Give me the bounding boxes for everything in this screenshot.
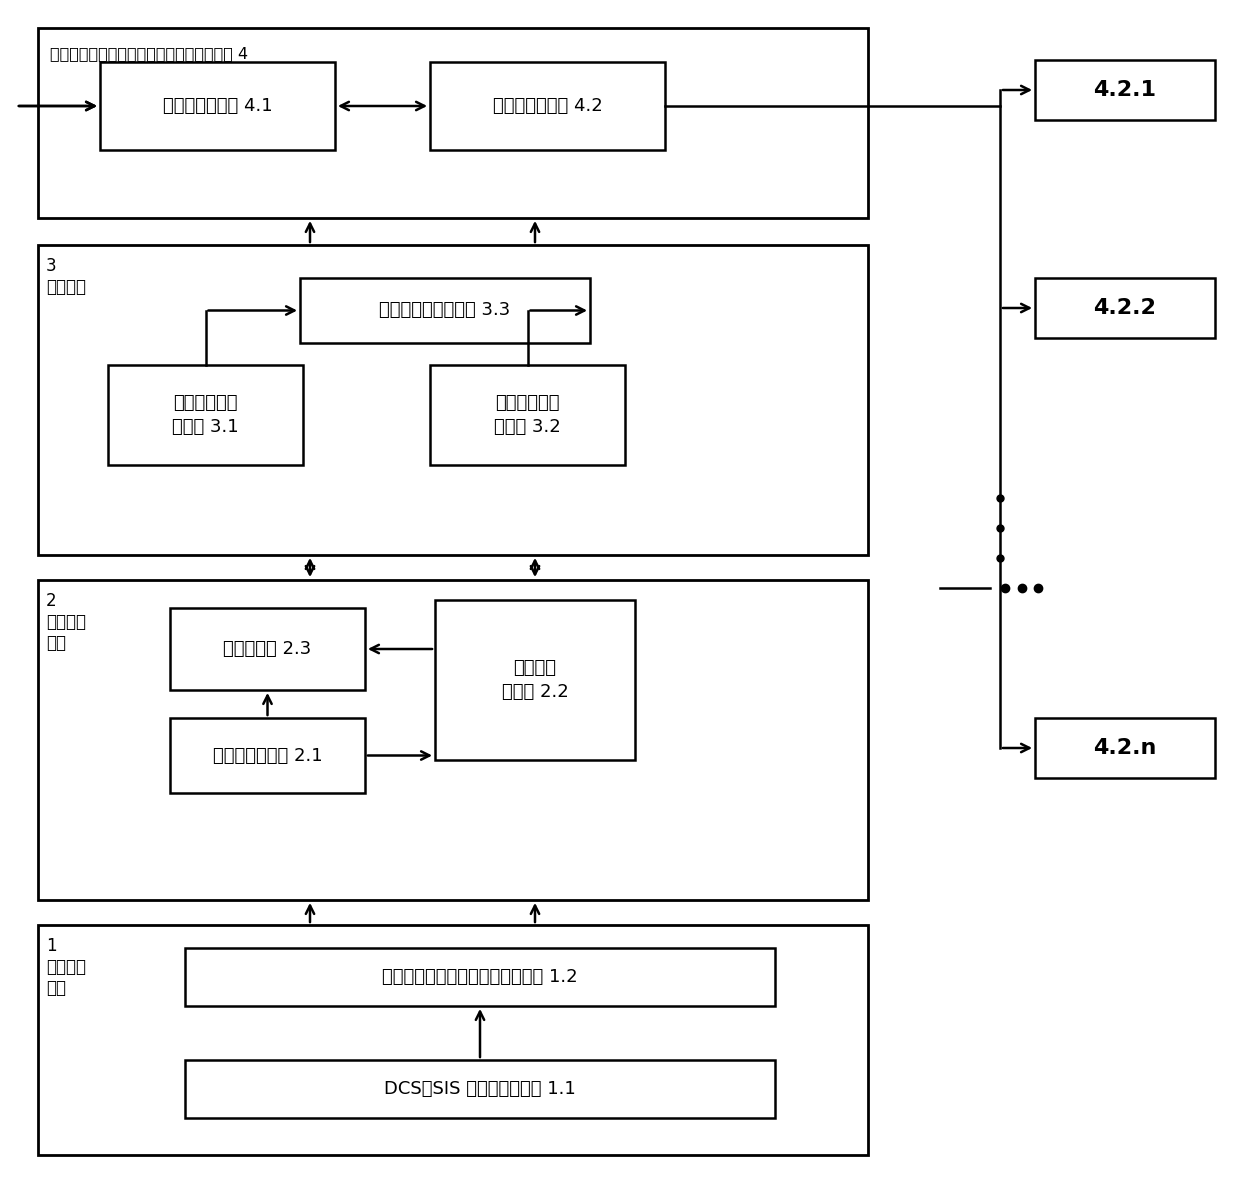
Bar — [430, 62, 665, 150]
Bar — [170, 718, 365, 793]
Text: 现场监控指示机 4.2: 现场监控指示机 4.2 — [492, 98, 603, 115]
Bar — [38, 925, 868, 1155]
Text: 锅炉热力系统
子模块 3.1: 锅炉热力系统 子模块 3.1 — [172, 394, 239, 436]
Bar — [300, 278, 590, 343]
Bar — [435, 600, 635, 760]
Bar — [1035, 60, 1215, 120]
Text: 数据筛选与处理、工况判断子模块 1.2: 数据筛选与处理、工况判断子模块 1.2 — [382, 967, 578, 987]
Text: 管道热力系统子模块 3.3: 管道热力系统子模块 3.3 — [379, 301, 511, 319]
Text: 3
计算模块: 3 计算模块 — [46, 257, 86, 296]
Text: DCS、SIS 数据采集子模块 1.1: DCS、SIS 数据采集子模块 1.1 — [384, 1081, 575, 1098]
Bar — [185, 948, 775, 1006]
Text: 汽轮机本
体子模 2.2: 汽轮机本 体子模 2.2 — [502, 659, 568, 701]
Text: 校核子模块 2.3: 校核子模块 2.3 — [223, 640, 311, 658]
Bar — [1035, 278, 1215, 338]
Bar — [38, 29, 868, 218]
Text: 汽轮发电机组
子模块 3.2: 汽轮发电机组 子模块 3.2 — [494, 394, 560, 436]
Bar — [108, 365, 303, 465]
Bar — [170, 608, 365, 690]
Bar — [430, 365, 625, 465]
Text: 4.2.2: 4.2.2 — [1094, 298, 1157, 318]
Text: 2
测算校核
模块: 2 测算校核 模块 — [46, 591, 86, 652]
Bar — [185, 1060, 775, 1117]
Bar — [1035, 718, 1215, 778]
Bar — [38, 580, 868, 900]
Bar — [38, 245, 868, 555]
Text: 数据管理服务器 4.1: 数据管理服务器 4.1 — [162, 98, 273, 115]
Text: 4.2.n: 4.2.n — [1094, 738, 1157, 758]
Text: 数据管理、现场监控外漏量及技经指标模块 4: 数据管理、现场监控外漏量及技经指标模块 4 — [50, 46, 248, 61]
Text: 加热器组子模块 2.1: 加热器组子模块 2.1 — [213, 746, 322, 764]
Bar — [100, 62, 335, 150]
Text: 4.2.1: 4.2.1 — [1094, 80, 1157, 100]
Text: 1
数据采集
模块: 1 数据采集 模块 — [46, 937, 86, 996]
